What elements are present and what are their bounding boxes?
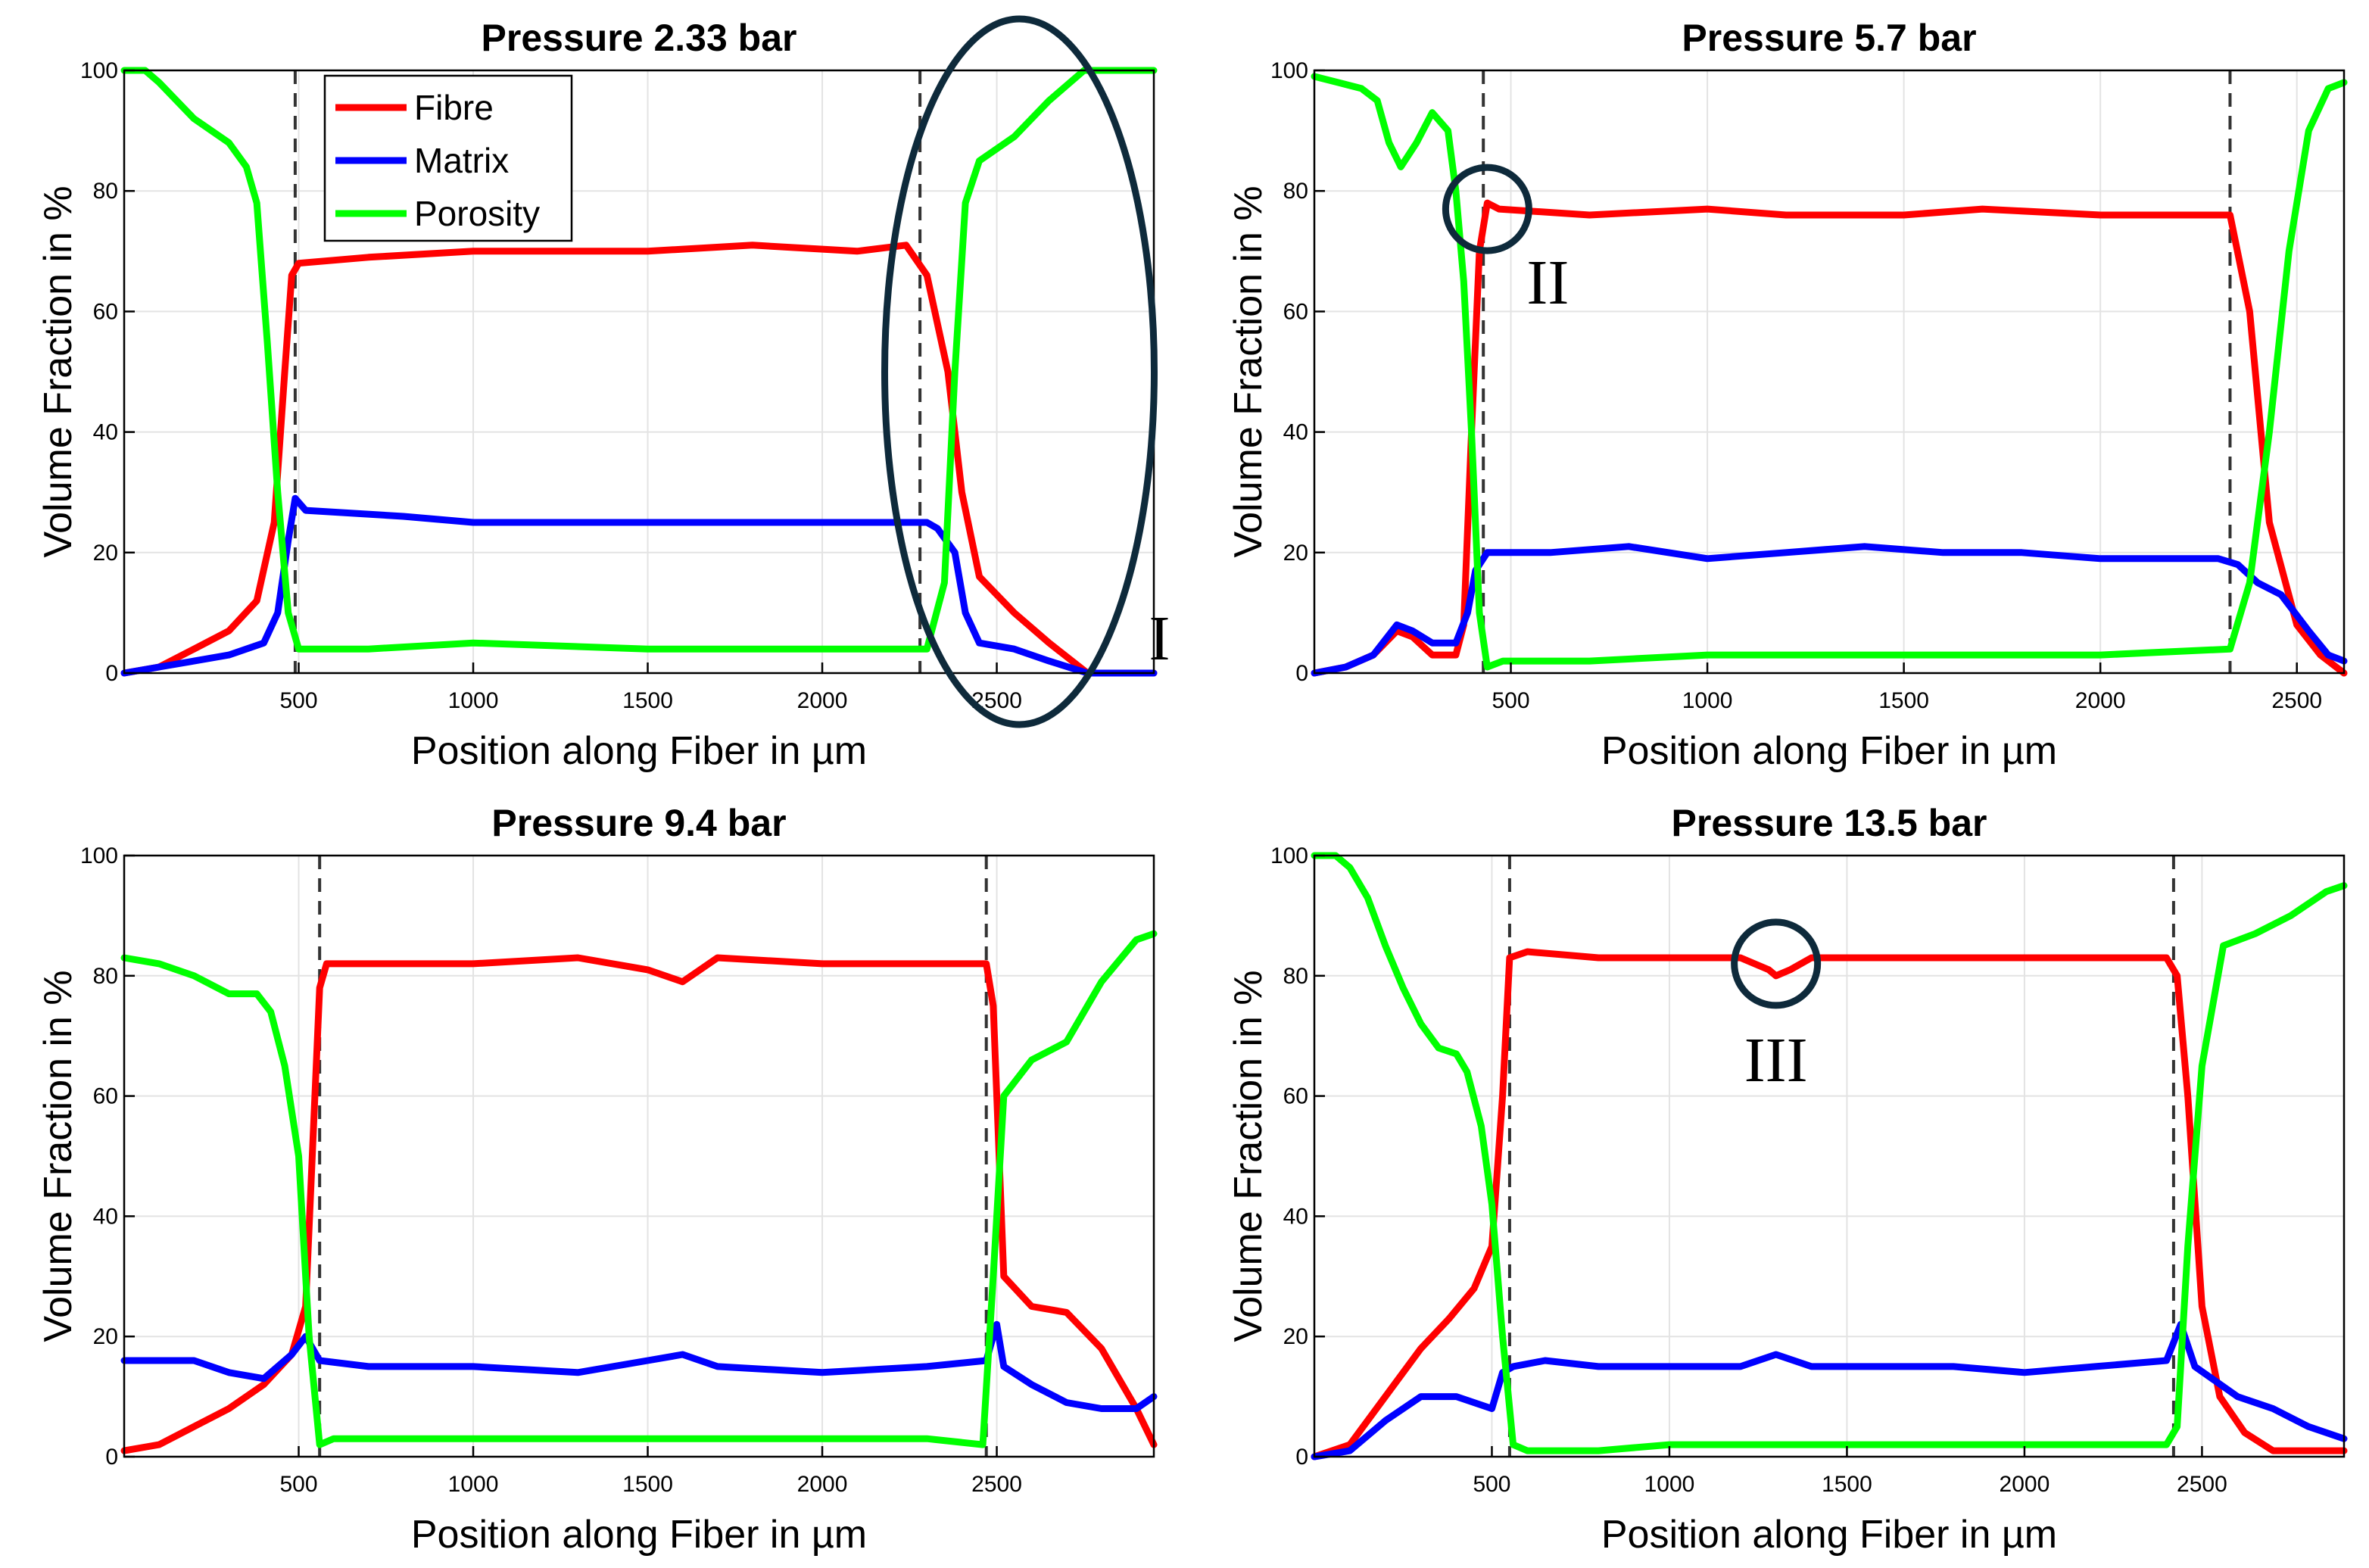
x-tick-label: 1500 bbox=[622, 688, 673, 713]
chart-panel-4: 500 1000 1500 2000 2500 0 20 40 60 80 100 Pressure … bbox=[1227, 802, 2348, 1557]
y-tick-label: 60 bbox=[93, 1084, 118, 1109]
annotation-label: II bbox=[1526, 248, 1569, 318]
y-tick-label: 80 bbox=[1283, 964, 1308, 989]
chart-title: Pressure 2.33 bar bbox=[482, 17, 797, 59]
series-line-porosity bbox=[120, 930, 1158, 1448]
legend-entry-matrix: Matrix bbox=[414, 141, 509, 180]
series-line-porosity bbox=[1311, 852, 2348, 1454]
x-tick-label: 2000 bbox=[2000, 1472, 2050, 1497]
y-tick-label: 100 bbox=[1270, 843, 1308, 868]
x-tick-label: 2500 bbox=[2177, 1472, 2227, 1497]
annotation-ellipse bbox=[881, 15, 1158, 728]
x-tick-label: 500 bbox=[1492, 688, 1530, 713]
y-tick-label: 0 bbox=[1295, 661, 1308, 686]
y-tick-label: 80 bbox=[1283, 179, 1308, 204]
x-tick-label: 1000 bbox=[1644, 1472, 1695, 1497]
x-tick-label: 500 bbox=[279, 688, 317, 713]
axes-box bbox=[123, 854, 1155, 1458]
x-tick-label: 2000 bbox=[797, 1472, 848, 1497]
annotation-label: III bbox=[1744, 1025, 1808, 1096]
y-axis-label: Volume Fraction in % bbox=[1227, 185, 1270, 557]
x-tick-label: 500 bbox=[1473, 1472, 1510, 1497]
y-tick-label: 60 bbox=[1283, 299, 1308, 324]
x-tick-label: 1000 bbox=[448, 1472, 499, 1497]
chart-panel-1: 500 1000 1500 2000 2500020406080100Pressure … bbox=[36, 15, 1170, 773]
y-tick-label: 0 bbox=[1295, 1445, 1308, 1470]
series-line-fibre bbox=[120, 242, 1158, 677]
y-tick-label: 80 bbox=[93, 179, 118, 204]
y-tick-label: 80 bbox=[93, 964, 118, 989]
x-tick-label: 1500 bbox=[1822, 1472, 1872, 1497]
y-tick-label: 100 bbox=[80, 58, 118, 83]
series-line-fibre bbox=[1311, 199, 2348, 677]
x-tick-label: 2500 bbox=[971, 1472, 1022, 1497]
series-line-matrix bbox=[1311, 543, 2348, 677]
chart-panel-3: 500 1000 1500 2000 2500 0 20 40 60 80 100 Pressure … bbox=[36, 802, 1158, 1557]
annotation-circle bbox=[1442, 164, 1532, 254]
series-line-porosity bbox=[1311, 73, 2348, 671]
y-tick-label: 0 bbox=[105, 1445, 118, 1470]
y-tick-label: 20 bbox=[93, 1324, 118, 1349]
y-tick-label: 40 bbox=[1283, 1204, 1308, 1229]
series-line-matrix bbox=[120, 494, 1158, 677]
x-axis-label: Position along Fiber in µm bbox=[1601, 1513, 2057, 1557]
y-tick-label: 40 bbox=[93, 1204, 118, 1229]
axes-box bbox=[123, 69, 1155, 675]
y-tick-label: 100 bbox=[1270, 58, 1308, 83]
legend-entry-fibre: Fibre bbox=[414, 88, 494, 127]
y-tick-label: 20 bbox=[1283, 1324, 1308, 1349]
x-axis-label: Position along Fiber in µm bbox=[1601, 729, 2057, 773]
series-line-porosity bbox=[120, 67, 1158, 653]
x-tick-label: 1500 bbox=[1878, 688, 1929, 713]
chart-title: Pressure 13.5 bar bbox=[1672, 802, 1987, 844]
series-line-matrix bbox=[120, 1320, 1158, 1412]
y-tick-label: 60 bbox=[93, 299, 118, 324]
y-axis-label: Volume Fraction in % bbox=[36, 970, 80, 1342]
axes-box bbox=[1313, 69, 2346, 675]
y-tick-label: 0 bbox=[105, 661, 118, 686]
legend-entry-porosity: Porosity bbox=[414, 194, 540, 233]
chart-title: Pressure 5.7 bar bbox=[1682, 17, 1976, 59]
x-tick-label: 1000 bbox=[1682, 688, 1733, 713]
series-line-matrix bbox=[1311, 1320, 2348, 1460]
y-axis-label: Volume Fraction in % bbox=[36, 185, 80, 557]
axes-box bbox=[1313, 854, 2346, 1458]
x-tick-label: 1000 bbox=[448, 688, 499, 713]
x-tick-label: 2000 bbox=[797, 688, 848, 713]
annotation-circle bbox=[1731, 918, 1822, 1009]
series-line-fibre bbox=[120, 954, 1158, 1454]
annotation-label: I bbox=[1149, 603, 1170, 674]
y-tick-label: 40 bbox=[93, 420, 118, 445]
y-tick-label: 60 bbox=[1283, 1084, 1308, 1109]
y-tick-label: 40 bbox=[1283, 420, 1308, 445]
x-tick-label: 2000 bbox=[2075, 688, 2126, 713]
x-tick-label: 2500 bbox=[2271, 688, 2322, 713]
x-tick-label: 1500 bbox=[622, 1472, 673, 1497]
chart-panel-2: 500 1000 1500 2000 2500 0 20 40 60 80 100 Pressure … bbox=[1227, 17, 2348, 773]
x-axis-label: Position along Fiber in µm bbox=[411, 729, 867, 773]
legend: Fibre Matrix Porosity bbox=[323, 74, 573, 242]
y-tick-label: 20 bbox=[1283, 541, 1308, 566]
y-tick-label: 100 bbox=[80, 843, 118, 868]
x-tick-label: 500 bbox=[279, 1472, 317, 1497]
chart-title: Pressure 9.4 bar bbox=[491, 802, 786, 844]
x-axis-label: Position along Fiber in µm bbox=[411, 1513, 867, 1557]
y-tick-label: 20 bbox=[93, 541, 118, 566]
y-axis-label: Volume Fraction in % bbox=[1227, 970, 1270, 1342]
